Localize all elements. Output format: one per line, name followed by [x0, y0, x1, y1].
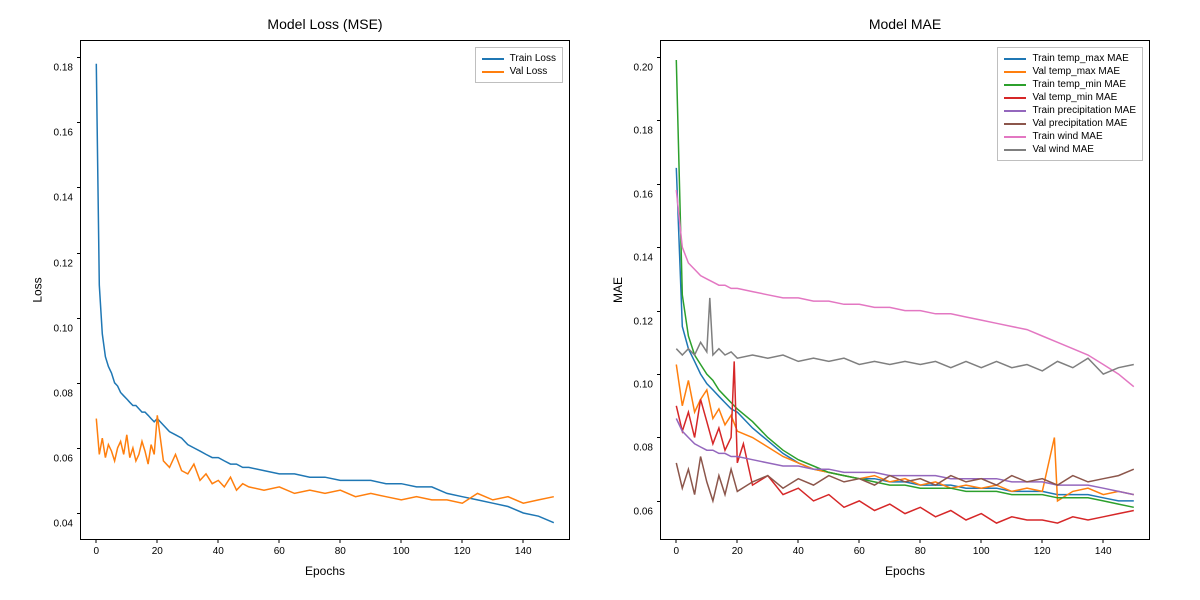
series-line — [96, 415, 554, 503]
legend-item: Train precipitation MAE — [1004, 104, 1136, 117]
xtick-label: 100 — [973, 546, 990, 557]
legend-swatch — [1004, 136, 1026, 138]
figure: Model Loss (MSE) Loss Epochs Train Loss V… — [0, 0, 1200, 600]
legend-label: Train wind MAE — [1032, 131, 1102, 142]
legend-swatch — [1004, 123, 1026, 125]
legend-label: Val wind MAE — [1032, 144, 1094, 155]
right-plot-area: Train temp_max MAE Val temp_max MAE Train … — [660, 40, 1150, 540]
ytick-label: 0.16 — [634, 189, 653, 200]
right-title: Model MAE — [660, 16, 1150, 32]
series-line — [676, 419, 1134, 495]
legend-swatch — [1004, 97, 1026, 99]
xtick-label: 120 — [1034, 546, 1051, 557]
legend-swatch — [1004, 110, 1026, 112]
legend-item: Val precipitation MAE — [1004, 117, 1136, 130]
legend-item: Val temp_max MAE — [1004, 65, 1136, 78]
left-legend: Train Loss Val Loss — [475, 47, 563, 83]
left-title: Model Loss (MSE) — [80, 16, 570, 32]
right-legend: Train temp_max MAE Val temp_max MAE Train … — [997, 47, 1143, 161]
ytick-label: 0.06 — [634, 506, 653, 517]
right-xlabel: Epochs — [660, 564, 1150, 578]
legend-label: Train temp_max MAE — [1032, 53, 1128, 64]
legend-label: Train precipitation MAE — [1032, 105, 1136, 116]
right-ylabel: MAE — [611, 277, 625, 303]
xtick-label: 60 — [854, 546, 865, 557]
legend-swatch — [1004, 71, 1026, 73]
xtick-label: 140 — [515, 546, 532, 557]
ytick-label: 0.10 — [54, 323, 73, 334]
ytick-label: 0.06 — [54, 453, 73, 464]
xtick-label: 40 — [793, 546, 804, 557]
left-xlabel: Epochs — [80, 564, 570, 578]
ytick-label: 0.12 — [634, 316, 653, 327]
legend-label: Val precipitation MAE — [1032, 118, 1127, 129]
right-subplot: Model MAE MAE Epochs Train temp_max MAEV… — [660, 40, 1150, 540]
ytick-label: 0.14 — [54, 193, 73, 204]
ytick-label: 0.10 — [634, 380, 653, 391]
xtick-label: 120 — [454, 546, 471, 557]
xtick-label: 20 — [732, 546, 743, 557]
left-subplot: Model Loss (MSE) Loss Epochs Train LossV… — [80, 40, 570, 540]
legend-item: Val Loss — [482, 65, 556, 78]
legend-swatch — [1004, 149, 1026, 151]
xtick-label: 140 — [1095, 546, 1112, 557]
ytick-label: 0.04 — [54, 518, 73, 529]
ytick-label: 0.14 — [634, 253, 653, 264]
left-plot-area: Train LossVal Loss 0204060801001201400.0… — [80, 40, 570, 540]
legend-item: Train wind MAE — [1004, 130, 1136, 143]
left-ylabel: Loss — [31, 277, 45, 302]
xtick-label: 0 — [673, 546, 679, 557]
legend-swatch — [482, 71, 504, 73]
legend-label: Train Loss — [510, 53, 556, 64]
series-line — [676, 298, 1134, 374]
ytick-label: 0.18 — [634, 126, 653, 137]
series-line — [676, 361, 1134, 523]
xtick-label: 100 — [393, 546, 410, 557]
xtick-label: 20 — [152, 546, 163, 557]
ytick-label: 0.16 — [54, 128, 73, 139]
xtick-label: 80 — [335, 546, 346, 557]
legend-label: Val temp_min MAE — [1032, 92, 1117, 103]
ytick-label: 0.08 — [54, 388, 73, 399]
xtick-label: 40 — [213, 546, 224, 557]
ytick-label: 0.12 — [54, 258, 73, 269]
ytick-label: 0.08 — [634, 443, 653, 454]
series-line — [96, 64, 554, 523]
xtick-label: 0 — [93, 546, 99, 557]
legend-item: Train temp_min MAE — [1004, 78, 1136, 91]
legend-item: Train temp_max MAE — [1004, 52, 1136, 65]
legend-item: Train Loss — [482, 52, 556, 65]
legend-swatch — [1004, 84, 1026, 86]
legend-item: Val wind MAE — [1004, 143, 1136, 156]
legend-item: Val temp_min MAE — [1004, 91, 1136, 104]
xtick-label: 60 — [274, 546, 285, 557]
legend-swatch — [482, 58, 504, 60]
legend-label: Val Loss — [510, 66, 548, 77]
ytick-label: 0.20 — [634, 62, 653, 73]
ytick-label: 0.18 — [54, 63, 73, 74]
legend-label: Train temp_min MAE — [1032, 79, 1126, 90]
legend-label: Val temp_max MAE — [1032, 66, 1120, 77]
legend-swatch — [1004, 58, 1026, 60]
left-lines-svg — [81, 41, 569, 539]
xtick-label: 80 — [915, 546, 926, 557]
